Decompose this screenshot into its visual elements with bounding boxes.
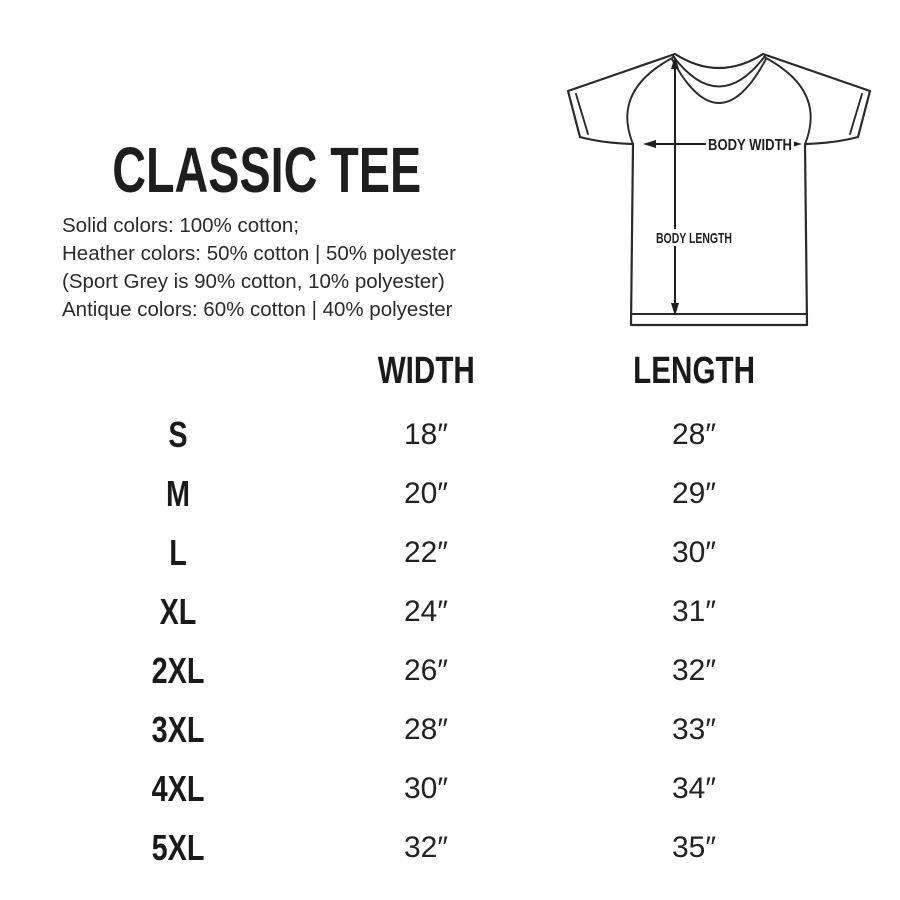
length-value: 35″ <box>672 830 716 864</box>
body-length-arrow <box>671 56 679 316</box>
width-value: 22″ <box>404 535 448 569</box>
arrow-left-icon <box>643 140 656 148</box>
size-label: 4XL <box>151 767 205 809</box>
size-label: 3XL <box>151 708 205 750</box>
table-row: S 18″ 28″ <box>0 405 900 464</box>
page-title: CLASSIC TEE <box>112 134 422 206</box>
table-row: 5XL 32″ 35″ <box>0 818 900 877</box>
table-row: 2XL 26″ 32″ <box>0 641 900 700</box>
size-label: S <box>168 413 188 455</box>
size-label: 2XL <box>151 649 205 691</box>
length-value: 28″ <box>672 417 716 451</box>
length-value: 29″ <box>672 476 716 510</box>
table-row: 4XL 30″ 34″ <box>0 759 900 818</box>
length-value: 34″ <box>672 771 716 805</box>
arrow-up-icon <box>671 56 679 69</box>
collar-seam-outer <box>671 58 767 104</box>
collar-seam-inner <box>672 55 766 88</box>
length-value: 31″ <box>672 594 716 628</box>
left-cuff-seam <box>575 93 589 135</box>
product-info: CLASSIC TEE Solid colors: 100% cotton; H… <box>58 138 460 324</box>
table-header-row: WIDTH LENGTH <box>0 345 900 397</box>
arrow-down-icon <box>671 303 679 316</box>
description-line: Antique colors: 60% cotton | 40% polyest… <box>62 298 453 321</box>
body-width-label: BODY WIDTH <box>708 137 792 154</box>
width-value: 28″ <box>404 712 448 746</box>
size-label: 5XL <box>151 826 205 868</box>
description-line: (Sport Grey is 90% cotton, 10% polyester… <box>62 270 445 293</box>
left-sleeve-seam <box>626 56 675 145</box>
table-row: 3XL 28″ 33″ <box>0 700 900 759</box>
description-line: Solid colors: 100% cotton; <box>62 214 300 237</box>
tshirt-diagram: BODY WIDTH BODY LENGTH <box>540 20 900 350</box>
width-value: 24″ <box>404 594 448 628</box>
width-value: 26″ <box>404 653 448 687</box>
length-column-header: LENGTH <box>633 349 755 392</box>
table-row: L 22″ 30″ <box>0 523 900 582</box>
size-label: M <box>166 472 190 514</box>
fabric-description: Solid colors: 100% cotton; Heather color… <box>58 212 460 324</box>
tshirt-outline <box>566 52 872 327</box>
length-value: 32″ <box>672 653 716 687</box>
width-value: 18″ <box>404 417 448 451</box>
body-length-label-backing <box>654 229 734 246</box>
body-length-label: BODY LENGTH <box>656 230 732 247</box>
width-column-header: WIDTH <box>377 349 475 392</box>
body-width-label-backing <box>706 133 794 154</box>
right-cuff-seam <box>849 93 863 135</box>
table-row: M 20″ 29″ <box>0 464 900 523</box>
table-row: XL 24″ 31″ <box>0 582 900 641</box>
description-line: Heather colors: 50% cotton | 50% polyest… <box>62 242 456 265</box>
width-value: 30″ <box>404 771 448 805</box>
size-chart-table: WIDTH LENGTH S 18″ 28″ M 20″ 29″ L 22″ 3… <box>0 345 900 877</box>
right-sleeve-seam <box>763 56 812 145</box>
length-value: 30″ <box>672 535 716 569</box>
length-value: 33″ <box>672 712 716 746</box>
width-value: 20″ <box>404 476 448 510</box>
width-value: 32″ <box>404 830 448 864</box>
size-label: L <box>169 531 187 573</box>
size-label: XL <box>159 590 197 632</box>
tshirt-drawing: BODY WIDTH BODY LENGTH <box>566 52 872 327</box>
